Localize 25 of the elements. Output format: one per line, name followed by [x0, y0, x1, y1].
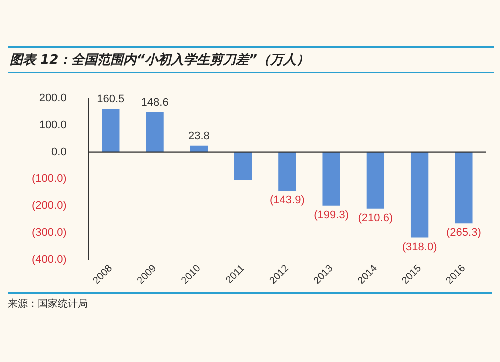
y-tick-label: 200.0: [39, 92, 67, 105]
data-label: (318.0): [402, 241, 438, 254]
y-tick-label: 0.0: [52, 146, 67, 158]
bar: [366, 152, 385, 209]
y-tick-label: (200.0): [32, 200, 67, 212]
data-label: 160.5: [97, 94, 125, 106]
data-label: (265.3): [446, 227, 482, 240]
y-tick-label: (400.0): [32, 254, 67, 266]
bar: [322, 152, 340, 206]
bar: [102, 109, 120, 152]
data-label: (199.3): [314, 209, 349, 222]
y-tick-label: (300.0): [32, 226, 67, 239]
data-label: 148.6: [141, 96, 169, 109]
y-tick-label: (100.0): [32, 173, 67, 186]
bar: [146, 112, 164, 152]
data-label: (143.9): [270, 194, 305, 207]
y-tick-label: 100.0: [39, 119, 67, 132]
data-label: 23.8: [188, 130, 210, 142]
bar: [234, 152, 252, 180]
data-label: (210.6): [358, 212, 394, 224]
bar: [455, 152, 473, 224]
bar: [278, 152, 296, 191]
chart-title: 图表 12：全国范围内“小初入学生剪刀差”（万人）: [8, 46, 494, 73]
source-note: 来源：国家统计局: [8, 292, 492, 311]
bar: [410, 152, 429, 238]
